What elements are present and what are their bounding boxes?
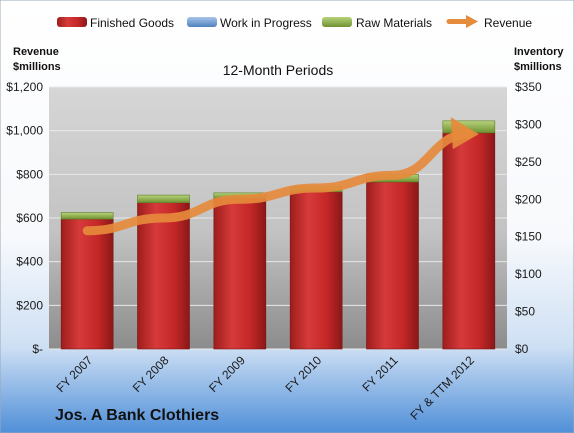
- right-tick-label-6: $300: [515, 117, 542, 131]
- revenue-arrowhead: [450, 117, 479, 150]
- left-tick-label-0: $-: [32, 342, 43, 356]
- right-tick-label-3: $150: [515, 230, 542, 244]
- gridlines: [49, 86, 507, 350]
- legend-item-revenue: Revenue: [446, 15, 532, 30]
- legend-swatch-revenue-head: [466, 15, 478, 28]
- bar-raw-materials-1: [137, 194, 190, 204]
- company-name: Jos. A Bank Clothiers: [55, 407, 219, 424]
- right-tick-label-4: $200: [515, 192, 542, 206]
- right-tick-label-5: $250: [515, 155, 542, 169]
- right-tick-label-7: $350: [515, 80, 542, 94]
- bar-finished-goods-0: [60, 218, 114, 350]
- revenue-curve: [82, 129, 474, 236]
- bar-finished-goods-4: [366, 181, 419, 350]
- left-axis-title-line2: $millions: [13, 61, 61, 73]
- left-axis-ticks: $- $200 $400 $600 $800 $1,000 $1,200: [6, 80, 43, 356]
- revenue-point-2: [239, 198, 241, 200]
- bar-finished-goods-1: [137, 202, 190, 350]
- legend: Finished Goods Work in Progress Raw Mate…: [57, 15, 532, 30]
- legend-item-work-in-progress: Work in Progress: [187, 16, 312, 30]
- right-tick-label-1: $50: [515, 305, 535, 319]
- legend-label-work-in-progress: Work in Progress: [220, 16, 312, 30]
- left-tick-label-2: $400: [16, 255, 43, 269]
- legend-swatch-work-in-progress: [187, 17, 217, 27]
- chart-title: 12-Month Periods: [223, 62, 334, 78]
- left-tick-label-6: $1,200: [6, 80, 43, 94]
- bars: [60, 120, 496, 350]
- left-axis-title-line1: Revenue: [13, 46, 59, 58]
- legend-label-finished-goods: Finished Goods: [90, 16, 174, 30]
- bar-finished-goods-3: [289, 191, 343, 350]
- revenue-point-3: [315, 187, 317, 189]
- left-tick-label-5: $1,000: [6, 124, 43, 138]
- right-tick-label-2: $100: [515, 267, 542, 281]
- revenue-point-4: [392, 174, 393, 176]
- revenue-point-1: [163, 217, 164, 219]
- left-tick-label-1: $200: [16, 298, 43, 312]
- right-axis-ticks: $0 $50 $100 $150 $200 $250 $300 $350: [515, 80, 542, 356]
- bar-finished-goods-5: [442, 132, 496, 350]
- left-tick-label-3: $600: [16, 211, 43, 225]
- legend-item-finished-goods: Finished Goods: [57, 16, 174, 30]
- bar-raw-materials-0: [60, 212, 114, 220]
- legend-swatch-finished-goods: [57, 17, 87, 27]
- revenue-point-0: [86, 230, 88, 232]
- legend-label-raw-materials: Raw Materials: [356, 16, 432, 30]
- legend-item-raw-materials: Raw Materials: [322, 16, 432, 30]
- left-tick-label-4: $800: [16, 167, 43, 181]
- bar-finished-goods-2: [213, 198, 267, 350]
- right-axis-title-line1: Inventory: [514, 46, 564, 58]
- right-tick-label-0: $0: [515, 342, 529, 356]
- legend-label-revenue: Revenue: [484, 16, 532, 30]
- right-axis-title-line2: $millions: [514, 61, 562, 73]
- revenue-point-5: [468, 133, 470, 135]
- legend-swatch-raw-materials: [322, 17, 352, 27]
- revenue-line: [82, 117, 479, 236]
